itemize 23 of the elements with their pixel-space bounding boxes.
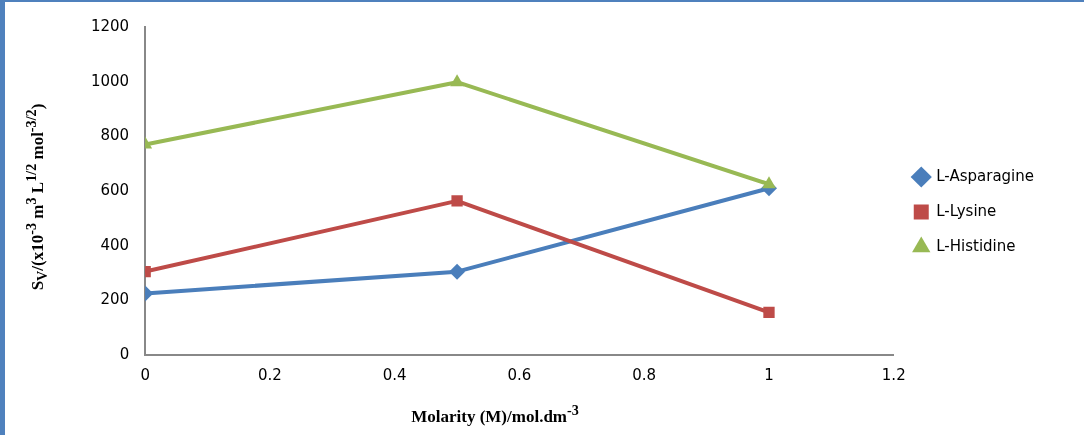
point <box>450 74 465 87</box>
y-tick-label: 0 <box>119 344 130 363</box>
y-tick-label: 1000 <box>90 71 130 90</box>
y-tick-label: 400 <box>100 235 130 254</box>
y-tick-label: 200 <box>100 290 130 309</box>
x-tick-label: 1.2 <box>881 365 906 384</box>
legend-label: L-Histidine <box>936 236 1016 255</box>
x-tick-label: 0.6 <box>507 365 532 384</box>
y-tick-label: 800 <box>100 126 130 145</box>
x-tick-label: 0.8 <box>632 365 657 384</box>
y-tick-label: 600 <box>100 180 130 199</box>
point <box>451 195 463 207</box>
x-axis-title: Molarity (M)/mol.dm$^{-3}$ <box>411 402 579 427</box>
point <box>763 306 775 319</box>
y-tick-label: 1200 <box>90 16 130 35</box>
point <box>449 263 466 280</box>
x-tick-label: 0 <box>140 365 150 384</box>
x-tick-label: 1 <box>764 365 774 384</box>
legend-label: L-Asparagine <box>936 166 1034 185</box>
legend-label: L-Lysine <box>936 201 997 220</box>
x-tick-label: 0.2 <box>258 365 282 384</box>
point <box>762 176 776 189</box>
x-tick-label: 0.4 <box>382 365 407 384</box>
